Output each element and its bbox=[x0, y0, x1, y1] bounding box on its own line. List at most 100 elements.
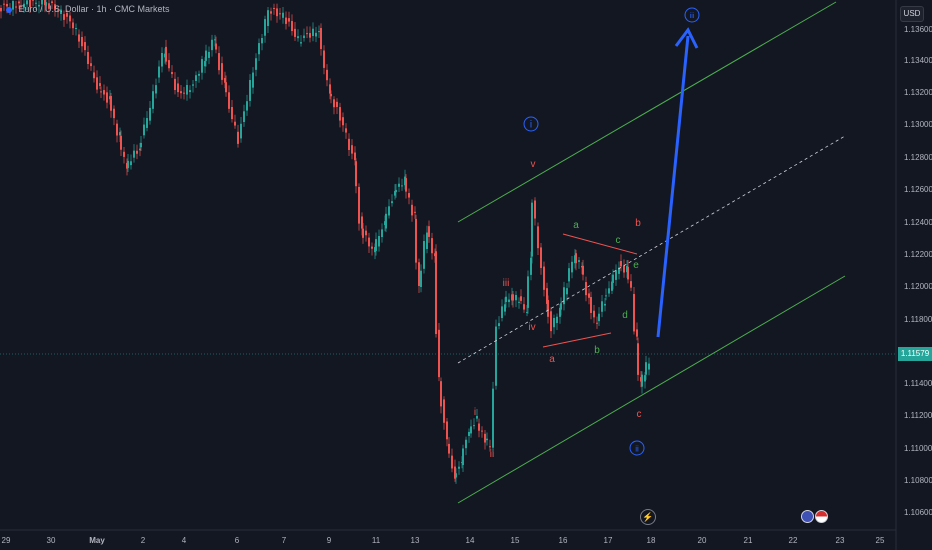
candle-body bbox=[183, 92, 185, 94]
currency-button[interactable]: USD bbox=[900, 6, 924, 22]
candle-body bbox=[391, 201, 393, 204]
candle-body bbox=[637, 343, 639, 375]
candle-body bbox=[123, 151, 125, 157]
candle-body bbox=[87, 52, 89, 64]
wave-circle-i: i bbox=[523, 116, 539, 132]
wave-label-i: i bbox=[474, 407, 476, 418]
candle-body bbox=[381, 229, 383, 238]
flash-icon[interactable]: ⚡ bbox=[640, 509, 656, 525]
us-flag-icon[interactable] bbox=[815, 510, 828, 523]
wave-circle-iii: iii bbox=[684, 7, 700, 23]
candle-body bbox=[23, 3, 25, 8]
candle-body bbox=[48, 3, 50, 9]
candle-body bbox=[560, 303, 562, 310]
wave-label-c-lower: c bbox=[637, 409, 642, 420]
candle-body bbox=[315, 32, 317, 37]
candle-body bbox=[582, 265, 584, 275]
candle-body bbox=[411, 204, 413, 216]
time-tick-label: 14 bbox=[466, 536, 475, 545]
candle-body bbox=[553, 317, 555, 328]
candle-body bbox=[605, 295, 607, 297]
candle-body bbox=[596, 322, 598, 324]
candle-body bbox=[205, 50, 207, 61]
time-tick-label: May bbox=[89, 536, 105, 545]
candle-body bbox=[201, 59, 203, 73]
candle-body bbox=[99, 83, 101, 87]
time-tick-label: 25 bbox=[876, 536, 885, 545]
candle-body bbox=[358, 186, 360, 224]
candle-body bbox=[63, 14, 65, 20]
triangle-lower-line[interactable] bbox=[542, 332, 612, 348]
country-flags-icon[interactable] bbox=[801, 510, 829, 528]
candle-body bbox=[448, 443, 450, 454]
candle-body bbox=[84, 42, 86, 51]
candle-body bbox=[120, 135, 122, 150]
candle-body bbox=[431, 238, 433, 254]
candle-body bbox=[415, 218, 417, 263]
candle-body bbox=[351, 145, 353, 154]
candle-body bbox=[362, 228, 364, 238]
wave-label-v: v bbox=[531, 159, 536, 170]
candle-body bbox=[0, 8, 2, 12]
candle-body bbox=[78, 34, 80, 42]
candle-body bbox=[158, 66, 160, 78]
price-tick-label: 1.12200 bbox=[904, 250, 932, 259]
channel-upper-line[interactable] bbox=[457, 1, 837, 223]
candle-body bbox=[218, 53, 220, 71]
candle-body bbox=[130, 161, 132, 166]
candle-body bbox=[641, 374, 643, 387]
candle-body bbox=[6, 4, 8, 7]
candle-body bbox=[598, 313, 600, 322]
candle-body bbox=[285, 17, 287, 24]
candle-body bbox=[26, 0, 28, 5]
wave-label-c-upper: c bbox=[616, 235, 621, 246]
time-tick-label: 7 bbox=[282, 536, 287, 545]
candle-body bbox=[221, 63, 223, 80]
candle-body bbox=[348, 138, 350, 150]
candle-body bbox=[51, 1, 53, 4]
candle-body bbox=[90, 63, 92, 67]
candle-body bbox=[531, 202, 533, 257]
candle-body bbox=[110, 96, 112, 111]
triangle-upper-line[interactable] bbox=[562, 233, 638, 255]
candle-body bbox=[550, 311, 552, 332]
channel-mid-line[interactable] bbox=[457, 135, 846, 364]
candle-body bbox=[465, 439, 467, 449]
candle-body bbox=[258, 43, 260, 55]
candle-body bbox=[323, 50, 325, 68]
candle-body bbox=[211, 39, 213, 51]
eu-flag-icon[interactable] bbox=[801, 510, 814, 523]
candle-body bbox=[501, 306, 503, 318]
price-tick-label: 1.11400 bbox=[904, 379, 932, 388]
candle-body bbox=[208, 51, 210, 58]
candle-body bbox=[451, 455, 453, 469]
candle-body bbox=[192, 84, 194, 86]
candle-body bbox=[45, 2, 47, 6]
candle-body bbox=[127, 160, 129, 169]
candle-body bbox=[648, 363, 650, 370]
candle-body bbox=[371, 246, 373, 249]
wave-label-b-lower: b bbox=[594, 345, 600, 356]
time-axis[interactable]: 29 30 May 2 4 6 7 9 11 13 14 15 16 17 18 20 21 22 23 25 bbox=[2, 536, 885, 545]
candle-body bbox=[60, 9, 62, 14]
price-tick-label: 1.13600 bbox=[904, 25, 932, 34]
candle-body bbox=[546, 288, 548, 304]
candle-body bbox=[100, 91, 102, 93]
candle-body bbox=[630, 281, 632, 288]
candle-body bbox=[486, 438, 488, 441]
candle-body bbox=[214, 39, 216, 41]
candle-body bbox=[306, 33, 308, 35]
candle-body bbox=[426, 232, 428, 249]
time-tick-label: 9 bbox=[327, 536, 332, 545]
candle-body bbox=[38, 4, 40, 7]
price-axis[interactable]: 1.13600 1.13400 1.13200 1.13000 1.12800 1.126… bbox=[904, 25, 932, 517]
candle-body bbox=[405, 178, 407, 192]
candle-body bbox=[297, 36, 299, 39]
channel-lower-line[interactable] bbox=[457, 275, 846, 504]
candle-body bbox=[484, 433, 486, 443]
candle-body bbox=[116, 123, 118, 136]
candle-body bbox=[512, 294, 514, 301]
candle-body bbox=[388, 206, 390, 216]
projection-arrow[interactable] bbox=[656, 35, 690, 338]
